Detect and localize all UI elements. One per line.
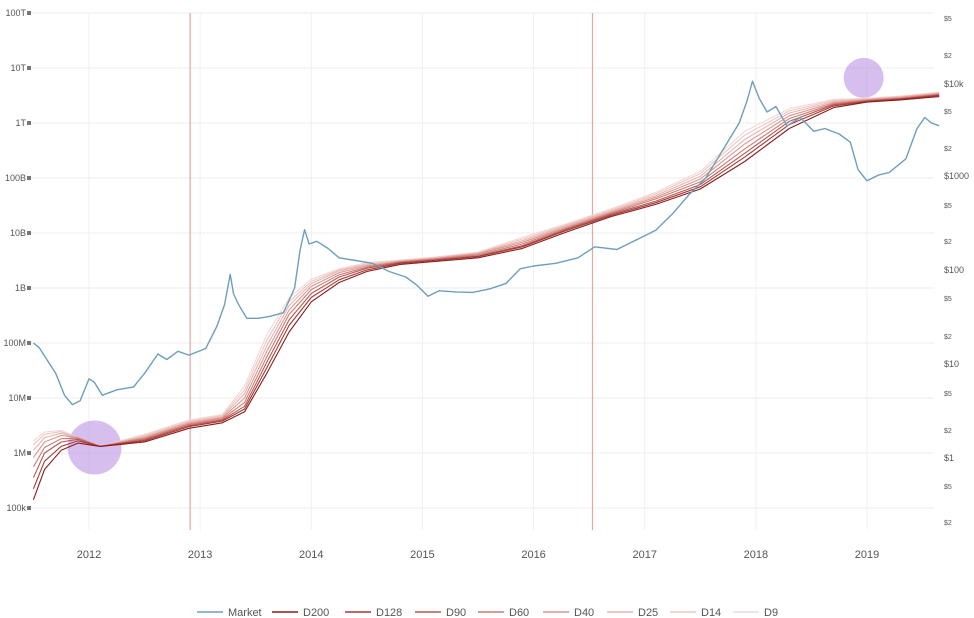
y-left-tick-marker <box>27 176 31 180</box>
series-line-d90 <box>32 94 940 478</box>
y-right-tick-label: $2 <box>944 239 952 246</box>
y-left-tick-label: 1T <box>15 118 26 128</box>
y-left-tick-label: 1B <box>15 283 26 293</box>
y-left-tick-label: 100B <box>5 173 26 183</box>
legend-label-d90: D90 <box>446 607 466 618</box>
y-left-tick-marker <box>27 11 31 15</box>
y-left-tick-marker <box>27 506 31 510</box>
series-line-d14 <box>33 92 940 447</box>
y-axis-left: 100T 10T 1T 100B 10B 1B 100M 10M 1M 100k <box>3 8 31 513</box>
y-left-tick-label: 10B <box>10 228 26 238</box>
y-axis-right: $5 $2 $10k $5 $2 $1000 $5 $2 $100 $5 $2 $10 $5 $2 $1 $5… <box>944 16 969 527</box>
series-lines <box>32 80 940 500</box>
vertical-markers <box>189 13 594 530</box>
y-left-tick-label: 100T <box>5 8 26 18</box>
y-right-tick-label: $1000 <box>944 171 969 181</box>
y-left-tick-label: 100k <box>6 503 26 513</box>
y-left-tick-marker <box>27 451 31 455</box>
y-right-tick-label: $5 <box>944 109 952 116</box>
grid <box>30 12 934 530</box>
y-left-tick-label: 10M <box>8 393 26 403</box>
highlight-circle-early-crossover <box>67 420 122 475</box>
y-left-tick-marker <box>27 396 31 400</box>
y-right-tick-label: $5 <box>944 391 952 398</box>
legend-label-d200: D200 <box>303 607 329 618</box>
x-axis: 2012 2013 2014 2015 2016 2017 2018 2019 <box>77 549 879 561</box>
highlight-circles <box>67 57 884 475</box>
y-left-tick-marker <box>27 66 31 70</box>
y-right-tick-label: $5 <box>944 484 952 491</box>
y-right-tick-label: $100 <box>944 265 964 275</box>
highlight-circle-late-crossover <box>843 57 884 98</box>
y-left-tick-label: 100M <box>3 338 26 348</box>
x-tick-label-2016: 2016 <box>521 549 545 561</box>
series-line-d25 <box>32 92 940 451</box>
y-right-tick-label: $2 <box>944 428 952 435</box>
series-line-market <box>32 80 940 406</box>
x-tick-label-2013: 2013 <box>188 549 212 561</box>
legend-label-d9: D9 <box>764 607 778 618</box>
series-line-d9 <box>33 91 940 447</box>
legend-label-d40: D40 <box>574 607 594 618</box>
y-left-tick-label: 10T <box>10 63 26 73</box>
series-line-d40 <box>32 93 940 458</box>
series-line-d200 <box>32 96 940 500</box>
y-right-tick-label: $2 <box>944 53 952 60</box>
legend: Market D200 D128 D90 D60 D40 D25 D14 D9 <box>197 607 778 618</box>
y-right-tick-label: $2 <box>944 520 952 527</box>
x-tick-label-2018: 2018 <box>744 549 768 561</box>
y-left-tick-marker <box>27 121 31 125</box>
y-right-tick-label: $5 <box>944 203 952 210</box>
y-right-tick-label: $1 <box>944 453 954 463</box>
legend-label-market: Market <box>228 607 262 618</box>
x-tick-label-2017: 2017 <box>632 549 656 561</box>
series-line-d60 <box>32 93 940 468</box>
y-left-tick-marker <box>27 341 31 345</box>
y-left-tick-marker <box>27 286 31 290</box>
y-right-tick-label: $10 <box>944 359 959 369</box>
x-tick-label-2015: 2015 <box>410 549 434 561</box>
x-tick-label-2019: 2019 <box>855 549 879 561</box>
legend-label-d128: D128 <box>376 607 402 618</box>
y-right-tick-label: $2 <box>944 146 952 153</box>
y-right-tick-label: $5 <box>944 16 952 23</box>
legend-label-d14: D14 <box>701 607 721 618</box>
y-right-tick-label: $5 <box>944 296 952 303</box>
legend-label-d60: D60 <box>509 607 529 618</box>
legend-label-d25: D25 <box>638 607 658 618</box>
y-right-tick-label: $2 <box>944 334 952 341</box>
y-right-tick-label: $10k <box>944 79 964 89</box>
x-tick-label-2014: 2014 <box>299 549 323 561</box>
y-left-tick-marker <box>27 231 31 235</box>
y-left-tick-label: 1M <box>13 448 26 458</box>
x-tick-label-2012: 2012 <box>77 549 101 561</box>
